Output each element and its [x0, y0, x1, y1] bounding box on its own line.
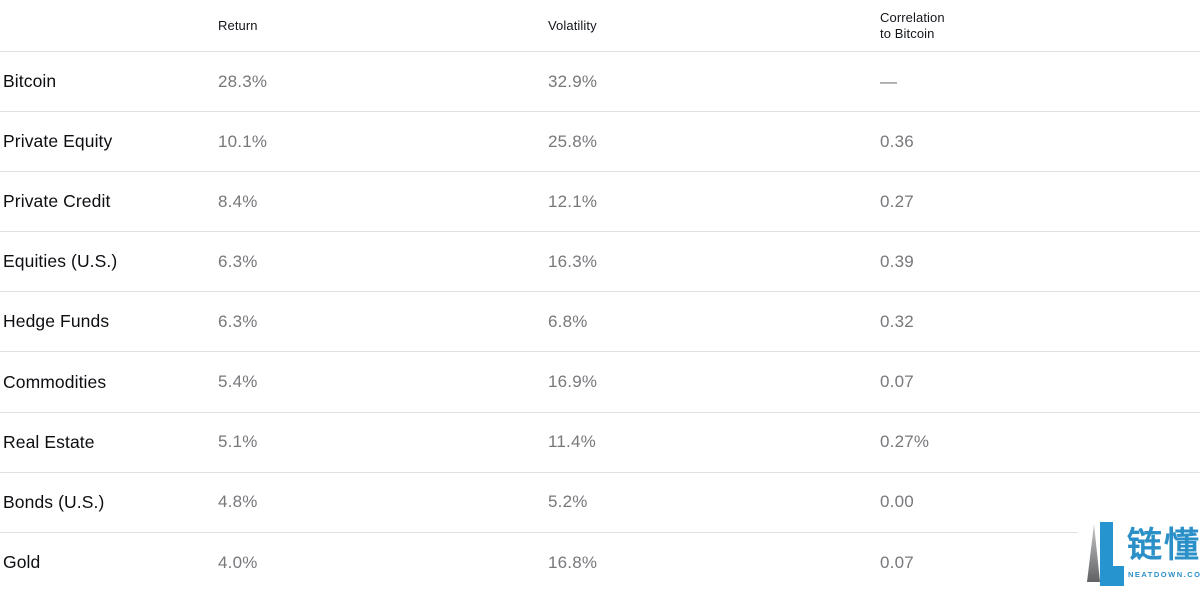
correlation-value: —	[880, 71, 898, 91]
table-row: Commodities 5.4% 16.9% 0.07	[0, 352, 1200, 413]
return-value: 4.0%	[218, 552, 258, 572]
table-header-row: Return Volatility Correlation to Bitcoin	[0, 0, 1200, 52]
volatility-value: 16.3%	[548, 251, 598, 271]
return-value: 5.1%	[218, 432, 258, 452]
correlation-value: 0.07	[880, 372, 914, 392]
correlation-value: 0.27	[880, 191, 914, 211]
watermark-logo-text: 链懂	[1127, 526, 1200, 565]
table-row: Gold 4.0% 16.8% 0.07	[0, 533, 1200, 593]
asset-name: Bitcoin	[3, 71, 57, 92]
table-row: Bitcoin 28.3% 32.9% —	[0, 52, 1200, 113]
correlation-value: 0.00	[880, 492, 914, 512]
correlation-value: 0.07	[880, 552, 914, 572]
header-correlation-line2: to Bitcoin	[880, 25, 935, 41]
volatility-value: 6.8%	[548, 311, 588, 331]
return-value: 10.1%	[218, 131, 268, 151]
header-volatility: Volatility	[548, 18, 597, 33]
volatility-value: 12.1%	[548, 191, 598, 211]
header-correlation: Correlation to Bitcoin	[880, 10, 1200, 42]
asset-name: Real Estate	[3, 431, 95, 452]
return-value: 8.4%	[218, 191, 258, 211]
volatility-value: 5.2%	[548, 492, 588, 512]
correlation-value: 0.39	[880, 251, 914, 271]
return-value: 6.3%	[218, 311, 258, 331]
table-row: Real Estate 5.1% 11.4% 0.27%	[0, 413, 1200, 473]
table-row: Equities (U.S.) 6.3% 16.3% 0.39	[0, 232, 1200, 293]
table-row: Bonds (U.S.) 4.8% 5.2% 0.00	[0, 473, 1200, 533]
correlation-value: 0.27%	[880, 432, 930, 452]
neatdown-logo-icon	[1087, 522, 1124, 586]
correlation-value: 0.32	[880, 311, 914, 331]
asset-name: Private Equity	[3, 131, 113, 152]
watermark: 链懂 NEATDOWN.COM	[1078, 509, 1200, 593]
table-row: Private Equity 10.1% 25.8% 0.36	[0, 112, 1200, 173]
volatility-value: 11.4%	[548, 432, 596, 452]
asset-name: Gold	[3, 552, 41, 573]
asset-name: Commodities	[3, 371, 107, 392]
return-value: 5.4%	[218, 372, 258, 392]
volatility-value: 16.9%	[548, 372, 598, 392]
volatility-value: 32.9%	[548, 71, 598, 91]
return-value: 28.3%	[218, 71, 268, 91]
asset-name: Private Credit	[3, 191, 111, 212]
correlation-value: 0.36	[880, 131, 914, 151]
header-correlation-line1: Correlation	[880, 9, 945, 25]
table-row: Private Credit 8.4% 12.1% 0.27	[0, 172, 1200, 233]
asset-name: Equities (U.S.)	[3, 251, 118, 272]
return-value: 4.8%	[218, 492, 258, 512]
volatility-value: 16.8%	[548, 552, 598, 572]
asset-name: Hedge Funds	[3, 311, 110, 332]
header-return: Return	[218, 18, 258, 33]
return-value: 6.3%	[218, 251, 258, 271]
asset-name: Bonds (U.S.)	[3, 491, 105, 512]
table-row: Hedge Funds 6.3% 6.8% 0.32	[0, 292, 1200, 353]
volatility-value: 25.8%	[548, 131, 598, 151]
watermark-site-text: NEATDOWN.COM	[1128, 570, 1200, 579]
table-body: Bitcoin 28.3% 32.9% — Private Equity 10.1% 25.…	[0, 52, 1200, 593]
